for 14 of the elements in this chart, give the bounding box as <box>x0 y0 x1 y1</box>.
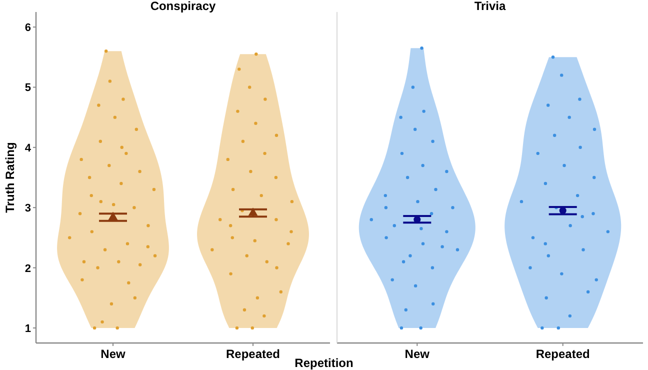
chart-title: Conspiracy <box>150 0 216 13</box>
x-tick-label: Repeated <box>226 347 280 361</box>
y-tick-label: 2 <box>24 262 31 275</box>
x-tick-label: Repeated <box>536 347 590 361</box>
x-tick-label: New <box>100 347 126 361</box>
x-axis-title: Repetition <box>294 356 354 370</box>
chart-title: Trivia <box>474 0 506 13</box>
y-tick-label: 3 <box>24 202 31 215</box>
y-tick-label: 4 <box>24 142 32 154</box>
y-tick-label: 6 <box>24 22 31 34</box>
y-tick-label: 1 <box>24 322 31 335</box>
x-tick-label: New <box>404 347 430 361</box>
y-axis-title: Truth Rating <box>3 142 17 213</box>
y-tick-label: 5 <box>24 82 31 94</box>
